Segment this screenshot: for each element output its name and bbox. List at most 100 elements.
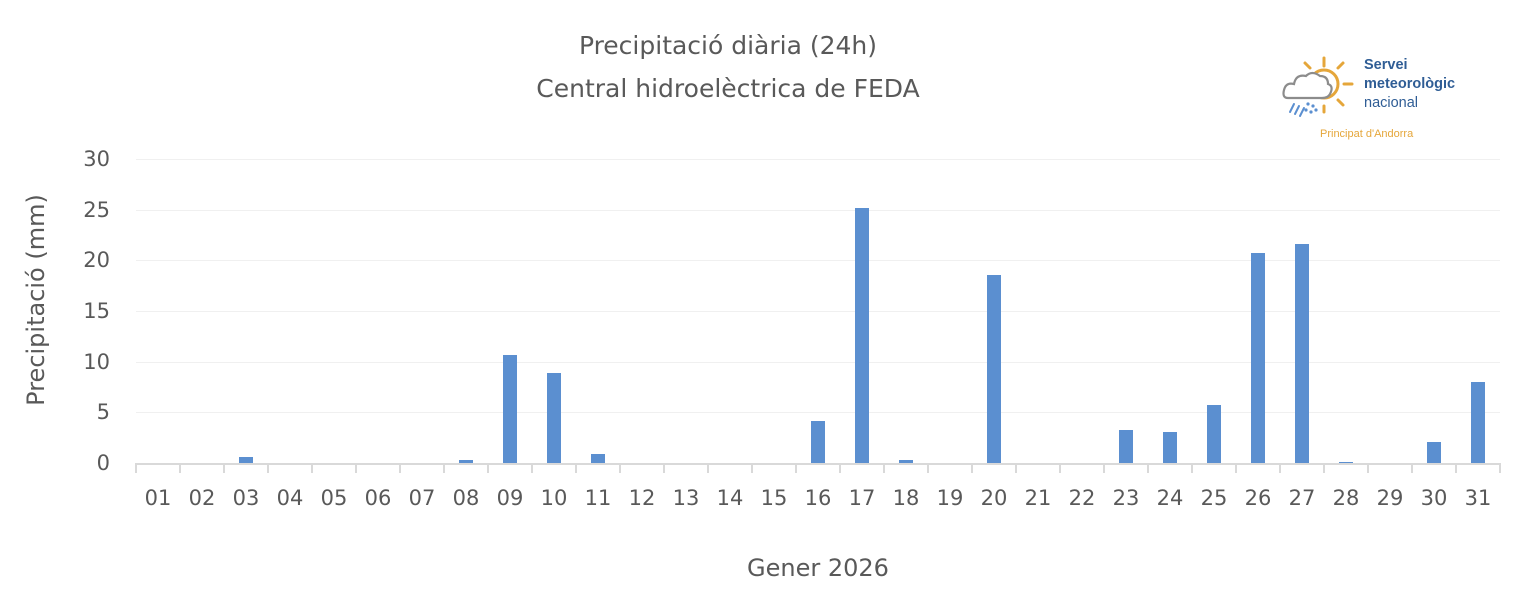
bar-day-24 xyxy=(1163,431,1177,463)
x-tick-label: 22 xyxy=(1068,486,1096,510)
x-tick-mark xyxy=(839,463,841,473)
x-tick-label: 31 xyxy=(1464,486,1492,510)
x-tick-label: 16 xyxy=(804,486,832,510)
y-tick-label: 0 xyxy=(96,451,110,475)
logo-name: Servei meteorològic nacional xyxy=(1364,56,1455,113)
x-tick-mark xyxy=(619,463,621,473)
x-tick-label: 27 xyxy=(1288,486,1316,510)
x-tick-mark xyxy=(1191,463,1193,473)
gridline xyxy=(136,159,1500,160)
chart-title-line1: Precipitació diària (24h) xyxy=(578,31,878,60)
x-tick-label: 26 xyxy=(1244,486,1272,510)
x-tick-label: 25 xyxy=(1200,486,1228,510)
x-tick-label: 17 xyxy=(848,486,876,510)
x-tick-label: 14 xyxy=(716,486,744,510)
gridline xyxy=(136,412,1500,414)
x-tick-mark xyxy=(267,463,269,473)
x-tick-label: 15 xyxy=(760,486,788,510)
x-tick-label: 02 xyxy=(188,486,216,510)
logo-subtitle: Principat d'Andorra xyxy=(1320,128,1414,140)
smn-logo: Servei meteorològic nacional Principat d… xyxy=(1278,54,1498,149)
x-tick-mark xyxy=(883,463,885,473)
x-tick-mark xyxy=(355,463,357,473)
y-tick-label: 15 xyxy=(83,299,110,323)
bar-day-26 xyxy=(1251,253,1265,463)
x-tick-mark xyxy=(1323,463,1325,473)
logo-name-line2: meteorològic xyxy=(1364,76,1456,92)
gridline xyxy=(136,361,1500,363)
x-tick-label: 11 xyxy=(584,486,612,510)
x-tick-mark xyxy=(311,463,313,473)
logo-name-line1: Servei xyxy=(1364,57,1408,73)
y-axis-label: Precipitació (mm) xyxy=(22,194,50,406)
bar-day-10 xyxy=(547,372,561,463)
x-tick-mark xyxy=(575,463,577,473)
x-tick-label: 28 xyxy=(1332,486,1360,510)
bar-day-28 xyxy=(1339,461,1353,463)
x-tick-mark xyxy=(135,463,137,473)
x-tick-mark xyxy=(1147,463,1149,473)
x-tick-label: 24 xyxy=(1156,486,1184,510)
x-tick-label: 05 xyxy=(320,486,348,510)
x-tick-mark xyxy=(795,463,797,473)
x-tick-mark xyxy=(1103,463,1105,473)
x-tick-label: 20 xyxy=(980,486,1008,510)
x-tick-mark xyxy=(663,463,665,473)
x-tick-mark xyxy=(443,463,445,473)
bar-day-16 xyxy=(811,421,825,463)
bar-day-30 xyxy=(1427,441,1441,463)
x-axis-label: Gener 2026 xyxy=(747,554,889,582)
x-tick-mark xyxy=(1059,463,1061,473)
x-tick-mark xyxy=(1367,463,1369,473)
x-tick-mark xyxy=(1455,463,1457,473)
x-tick-mark xyxy=(1015,463,1017,473)
gridline xyxy=(136,209,1500,211)
x-tick-mark xyxy=(487,463,489,473)
x-tick-label: 12 xyxy=(628,486,656,510)
x-tick-mark xyxy=(1411,463,1413,473)
x-tick-mark xyxy=(707,463,709,473)
x-tick-mark xyxy=(751,463,753,473)
x-tick-mark xyxy=(531,463,533,473)
bar-day-31 xyxy=(1471,381,1485,463)
x-tick-label: 09 xyxy=(496,486,524,510)
x-tick-mark xyxy=(971,463,973,473)
y-tick-label: 5 xyxy=(96,400,110,425)
x-tick-mark xyxy=(1235,463,1237,473)
sun-cloud-rain-icon xyxy=(1282,56,1354,117)
x-tick-mark xyxy=(1279,463,1281,473)
bar-day-20 xyxy=(987,274,1001,463)
bar-day-25 xyxy=(1207,405,1221,463)
y-tick-label: 25 xyxy=(83,197,110,222)
x-tick-label: 29 xyxy=(1376,486,1404,510)
gridline xyxy=(136,260,1500,262)
x-tick-label: 01 xyxy=(144,486,172,510)
chart-title-line2: Central hidroelèctrica de FEDA xyxy=(536,74,920,103)
bar-day-11 xyxy=(591,453,605,463)
x-tick-mark xyxy=(223,463,225,473)
x-tick-label: 07 xyxy=(408,486,436,510)
bar-day-18 xyxy=(899,459,913,463)
x-axis-line xyxy=(136,463,1500,465)
y-tick-label: 30 xyxy=(83,147,110,171)
x-tick-label: 10 xyxy=(540,486,568,510)
bar-day-09 xyxy=(503,354,517,463)
x-tick-label: 23 xyxy=(1112,486,1140,510)
x-tick-mark xyxy=(1499,463,1501,473)
x-tick-label: 21 xyxy=(1024,486,1052,510)
bar-day-08 xyxy=(459,459,473,463)
x-tick-label: 30 xyxy=(1420,486,1448,510)
bar-day-03 xyxy=(239,456,253,463)
x-tick-label: 13 xyxy=(672,486,700,510)
x-tick-mark xyxy=(399,463,401,473)
gridline xyxy=(136,311,1500,312)
x-tick-mark xyxy=(927,463,929,473)
x-tick-mark xyxy=(179,463,181,473)
bar-day-23 xyxy=(1119,429,1133,463)
logo-name-line3: nacional xyxy=(1364,95,1419,111)
x-tick-label: 04 xyxy=(276,486,304,510)
x-tick-label: 06 xyxy=(364,486,392,510)
y-tick-label: 10 xyxy=(83,349,110,374)
x-tick-label: 18 xyxy=(892,486,920,510)
y-tick-label: 20 xyxy=(83,248,110,273)
